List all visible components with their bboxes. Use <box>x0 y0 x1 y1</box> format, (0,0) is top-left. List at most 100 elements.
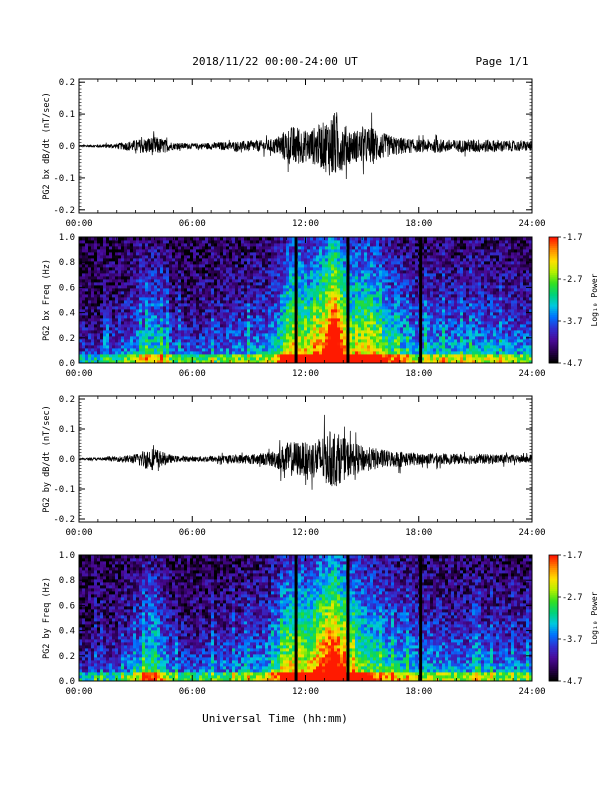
spectrogram-cell <box>160 300 164 304</box>
spectrogram-cell <box>394 354 398 358</box>
spectrogram-cell <box>82 264 86 268</box>
spectrogram-cell <box>241 288 245 292</box>
spectrogram-cell <box>244 246 248 250</box>
spectrogram-cell <box>412 255 416 259</box>
spectrogram-cell <box>352 312 356 316</box>
spectrogram-cell <box>340 240 344 244</box>
spectrogram-cell <box>397 324 401 328</box>
spectrogram-cell <box>127 348 131 352</box>
spectrogram-cell <box>235 360 239 364</box>
spectrogram-cell <box>328 300 332 304</box>
spectrogram-cell <box>220 351 224 355</box>
spectrogram-cell <box>292 258 296 262</box>
spectrogram-cell <box>250 342 254 346</box>
spectrogram-cell <box>301 285 305 289</box>
spectrogram-cell <box>262 276 266 280</box>
spectrogram-cell <box>232 360 236 364</box>
spectrogram-cell <box>379 318 383 322</box>
spectrogram-cell <box>352 321 356 325</box>
spectrogram-cell <box>358 252 362 256</box>
spectrogram-cell <box>304 345 308 349</box>
spectrogram-cell <box>193 237 197 241</box>
spectrogram-cell <box>142 345 146 349</box>
spectrogram-cell <box>412 294 416 298</box>
spectrogram-cell <box>106 306 110 310</box>
spectrogram-cell <box>196 270 200 274</box>
spectrogram-cell <box>370 360 374 364</box>
spectrogram-cell <box>229 300 233 304</box>
spectrogram-cell <box>97 324 101 328</box>
spectrogram-cell <box>262 240 266 244</box>
spectrogram-cell <box>328 243 332 247</box>
spectrogram-cell <box>121 246 125 250</box>
spectrogram-cell <box>187 321 191 325</box>
spectrogram-cell <box>394 330 398 334</box>
spectrogram-cell <box>142 303 146 307</box>
spectrogram-cell <box>322 279 326 283</box>
spectrogram-cell <box>82 321 86 325</box>
spectrogram-cell <box>328 252 332 256</box>
spectrogram-cell <box>205 339 209 343</box>
spectrogram-cell <box>139 237 143 241</box>
spectrogram-cell <box>205 354 209 358</box>
spectrogram-cell <box>154 264 158 268</box>
spectrogram-cell <box>337 276 341 280</box>
spectrogram-cell <box>271 291 275 295</box>
spectrogram-cell <box>319 306 323 310</box>
spectrogram-cell <box>406 330 410 334</box>
spectrogram-cell <box>130 288 134 292</box>
spectrogram-cell <box>160 243 164 247</box>
spectrogram-cell <box>166 306 170 310</box>
spectrogram-cell <box>331 315 335 319</box>
spectrogram-cell <box>148 351 152 355</box>
spectrogram-cell <box>115 270 119 274</box>
spectrogram-cell <box>361 279 365 283</box>
spectrogram-cell <box>316 243 320 247</box>
spectrogram-cell <box>412 267 416 271</box>
spectrogram-cell <box>316 261 320 265</box>
spectrogram-cell <box>412 261 416 265</box>
spectrogram-cell <box>235 303 239 307</box>
spectrogram-cell <box>277 342 281 346</box>
spectrogram-cell <box>277 318 281 322</box>
spectrogram-cell <box>244 258 248 262</box>
spectrogram-cell <box>217 324 221 328</box>
spectrogram-cell <box>205 351 209 355</box>
spectrogram-cell <box>322 348 326 352</box>
spectrogram-cell <box>298 345 302 349</box>
spectrogram-cell <box>388 255 392 259</box>
spectrogram-cell <box>124 255 128 259</box>
spectrogram-cell <box>421 261 425 265</box>
spectrogram-cell <box>178 276 182 280</box>
spectrogram-cell <box>367 327 371 331</box>
spectrogram-cell <box>265 303 269 307</box>
spectrogram-cell <box>139 246 143 250</box>
spectrogram-cell <box>109 285 113 289</box>
spectrogram-cell <box>283 237 287 241</box>
spectrogram-cell <box>313 336 317 340</box>
spectrogram-cell <box>232 240 236 244</box>
spectrogram-cell <box>109 351 113 355</box>
spectrogram-cell <box>391 243 395 247</box>
spectrogram-cell <box>337 249 341 253</box>
spectrogram-cell <box>97 249 101 253</box>
spectrogram-cell <box>415 342 419 346</box>
spectrogram-cell <box>115 312 119 316</box>
spectrogram-cell <box>88 321 92 325</box>
spectrogram-cell <box>238 252 242 256</box>
spectrogram-cell <box>361 261 365 265</box>
spectrogram-cell <box>403 354 407 358</box>
spectrogram-cell <box>205 252 209 256</box>
spectrogram-cell <box>301 240 305 244</box>
spectrogram-cell <box>187 294 191 298</box>
spectrogram-cell <box>358 300 362 304</box>
spectrogram-cell <box>328 288 332 292</box>
spectrogram-cell <box>166 243 170 247</box>
spectrogram-cell <box>412 249 416 253</box>
spectrogram-cell <box>85 276 89 280</box>
spectrogram-cell <box>115 282 119 286</box>
spectrogram-cell <box>121 348 125 352</box>
spectrogram-cell <box>88 261 92 265</box>
spectrogram-cell <box>349 255 353 259</box>
spectrogram-cell <box>121 297 125 301</box>
